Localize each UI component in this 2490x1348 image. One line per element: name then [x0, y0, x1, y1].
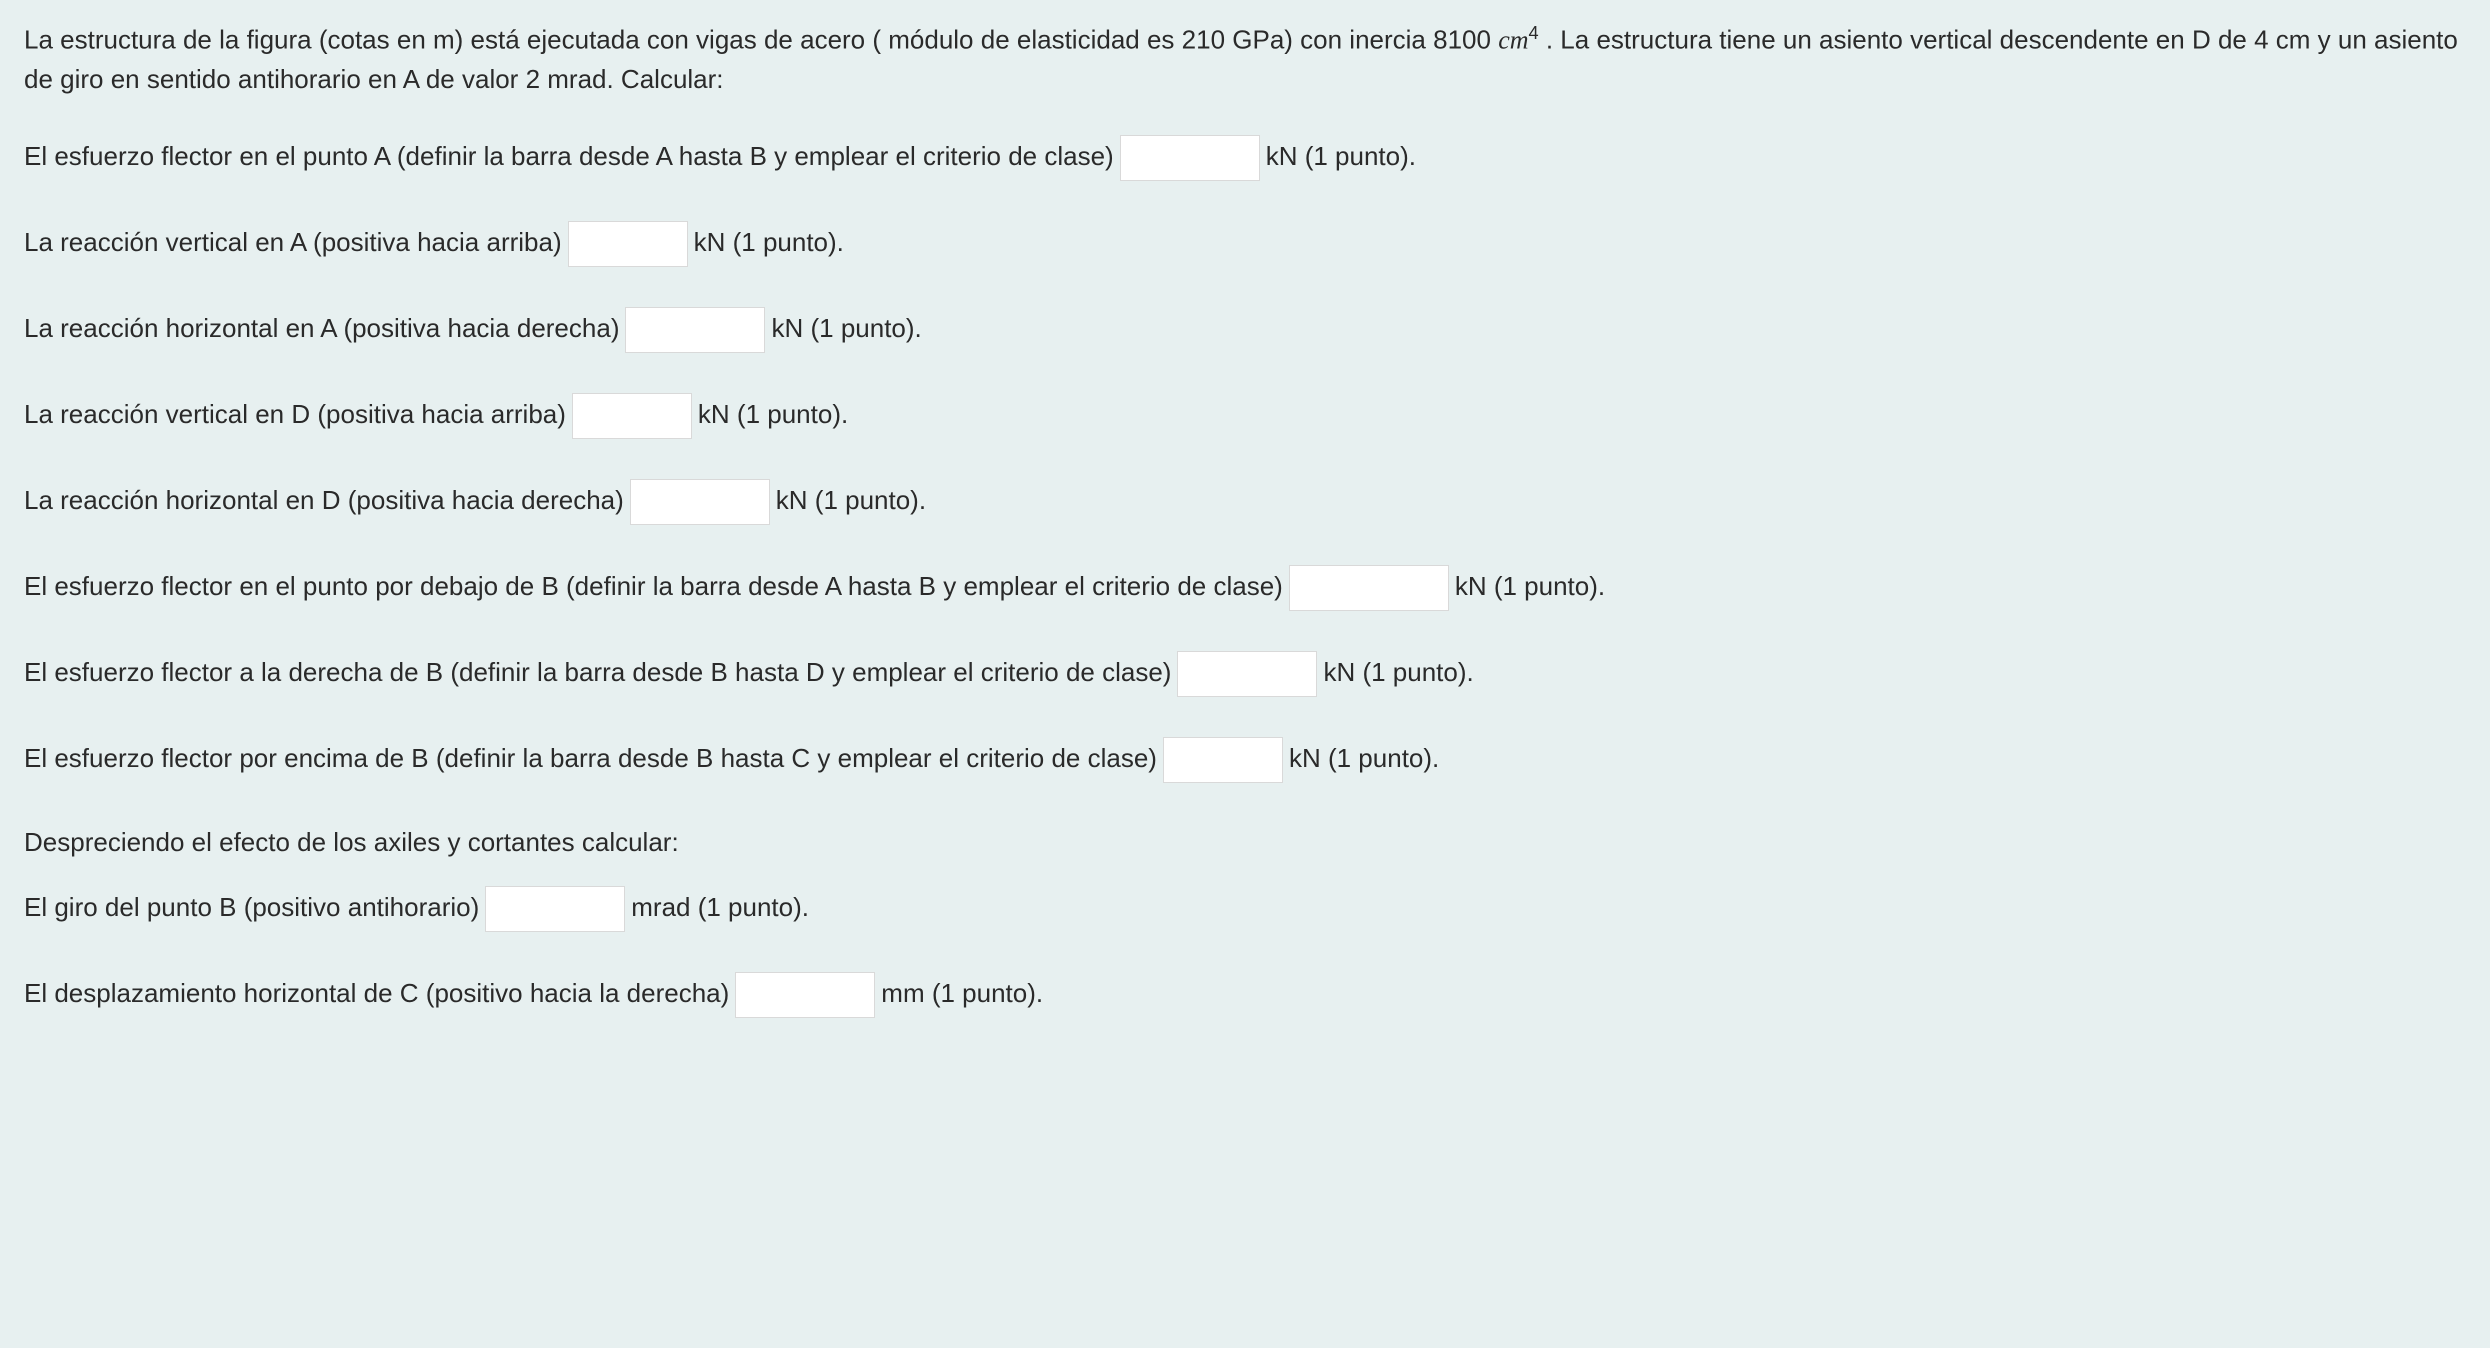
question-line: El desplazamiento horizontal de C (posit…: [24, 972, 2466, 1018]
question-text-after: mrad (1 punto).: [631, 892, 809, 922]
questions-block-1: El esfuerzo flector en el punto A (defin…: [24, 135, 2466, 783]
question-text-before: El esfuerzo flector a la derecha de B (d…: [24, 657, 1171, 687]
question-line: La reacción vertical en D (positiva haci…: [24, 393, 2466, 439]
question-text-after: kN (1 punto).: [1455, 571, 1605, 601]
answer-input[interactable]: [735, 972, 875, 1018]
answer-input[interactable]: [568, 221, 688, 267]
question-line: El esfuerzo flector por encima de B (def…: [24, 737, 2466, 783]
intro-paragraph: La estructura de la figura (cotas en m) …: [24, 20, 2466, 99]
question-line: El esfuerzo flector en el punto A (defin…: [24, 135, 2466, 181]
question-text-before: El esfuerzo flector en el punto por deba…: [24, 571, 1283, 601]
question-text-after: kN (1 punto).: [771, 313, 921, 343]
answer-input[interactable]: [1289, 565, 1449, 611]
answer-input[interactable]: [625, 307, 765, 353]
answer-input[interactable]: [630, 479, 770, 525]
questions-block-2: El giro del punto B (positivo antihorari…: [24, 886, 2466, 1018]
question-text-before: La reacción horizontal en D (positiva ha…: [24, 485, 624, 515]
question-text-after: kN (1 punto).: [694, 227, 844, 257]
intro-text-1: La estructura de la figura (cotas en m) …: [24, 25, 1498, 55]
question-text-after: kN (1 punto).: [1289, 743, 1439, 773]
question-text-before: La reacción vertical en D (positiva haci…: [24, 399, 566, 429]
question-text-before: El esfuerzo flector por encima de B (def…: [24, 743, 1157, 773]
answer-input[interactable]: [1163, 737, 1283, 783]
question-text-after: mm (1 punto).: [881, 978, 1043, 1008]
question-line: El giro del punto B (positivo antihorari…: [24, 886, 2466, 932]
question-text-before: La reacción horizontal en A (positiva ha…: [24, 313, 619, 343]
question-line: La reacción vertical en A (positiva haci…: [24, 221, 2466, 267]
question-text-after: kN (1 punto).: [776, 485, 926, 515]
inertia-symbol: cm: [1498, 26, 1528, 55]
inertia-exponent: 4: [1529, 23, 1539, 43]
question-line: El esfuerzo flector en el punto por deba…: [24, 565, 2466, 611]
question-text-before: La reacción vertical en A (positiva haci…: [24, 227, 562, 257]
question-text-before: El esfuerzo flector en el punto A (defin…: [24, 141, 1114, 171]
answer-input[interactable]: [572, 393, 692, 439]
section-header: Despreciendo el efecto de los axiles y c…: [24, 823, 2466, 862]
answer-input[interactable]: [1177, 651, 1317, 697]
question-line: El esfuerzo flector a la derecha de B (d…: [24, 651, 2466, 697]
question-text-before: El desplazamiento horizontal de C (posit…: [24, 978, 729, 1008]
question-text-after: kN (1 punto).: [698, 399, 848, 429]
question-text-after: kN (1 punto).: [1323, 657, 1473, 687]
answer-input[interactable]: [1120, 135, 1260, 181]
question-text-after: kN (1 punto).: [1266, 141, 1416, 171]
question-text-before: El giro del punto B (positivo antihorari…: [24, 892, 479, 922]
question-line: La reacción horizontal en A (positiva ha…: [24, 307, 2466, 353]
question-line: La reacción horizontal en D (positiva ha…: [24, 479, 2466, 525]
answer-input[interactable]: [485, 886, 625, 932]
